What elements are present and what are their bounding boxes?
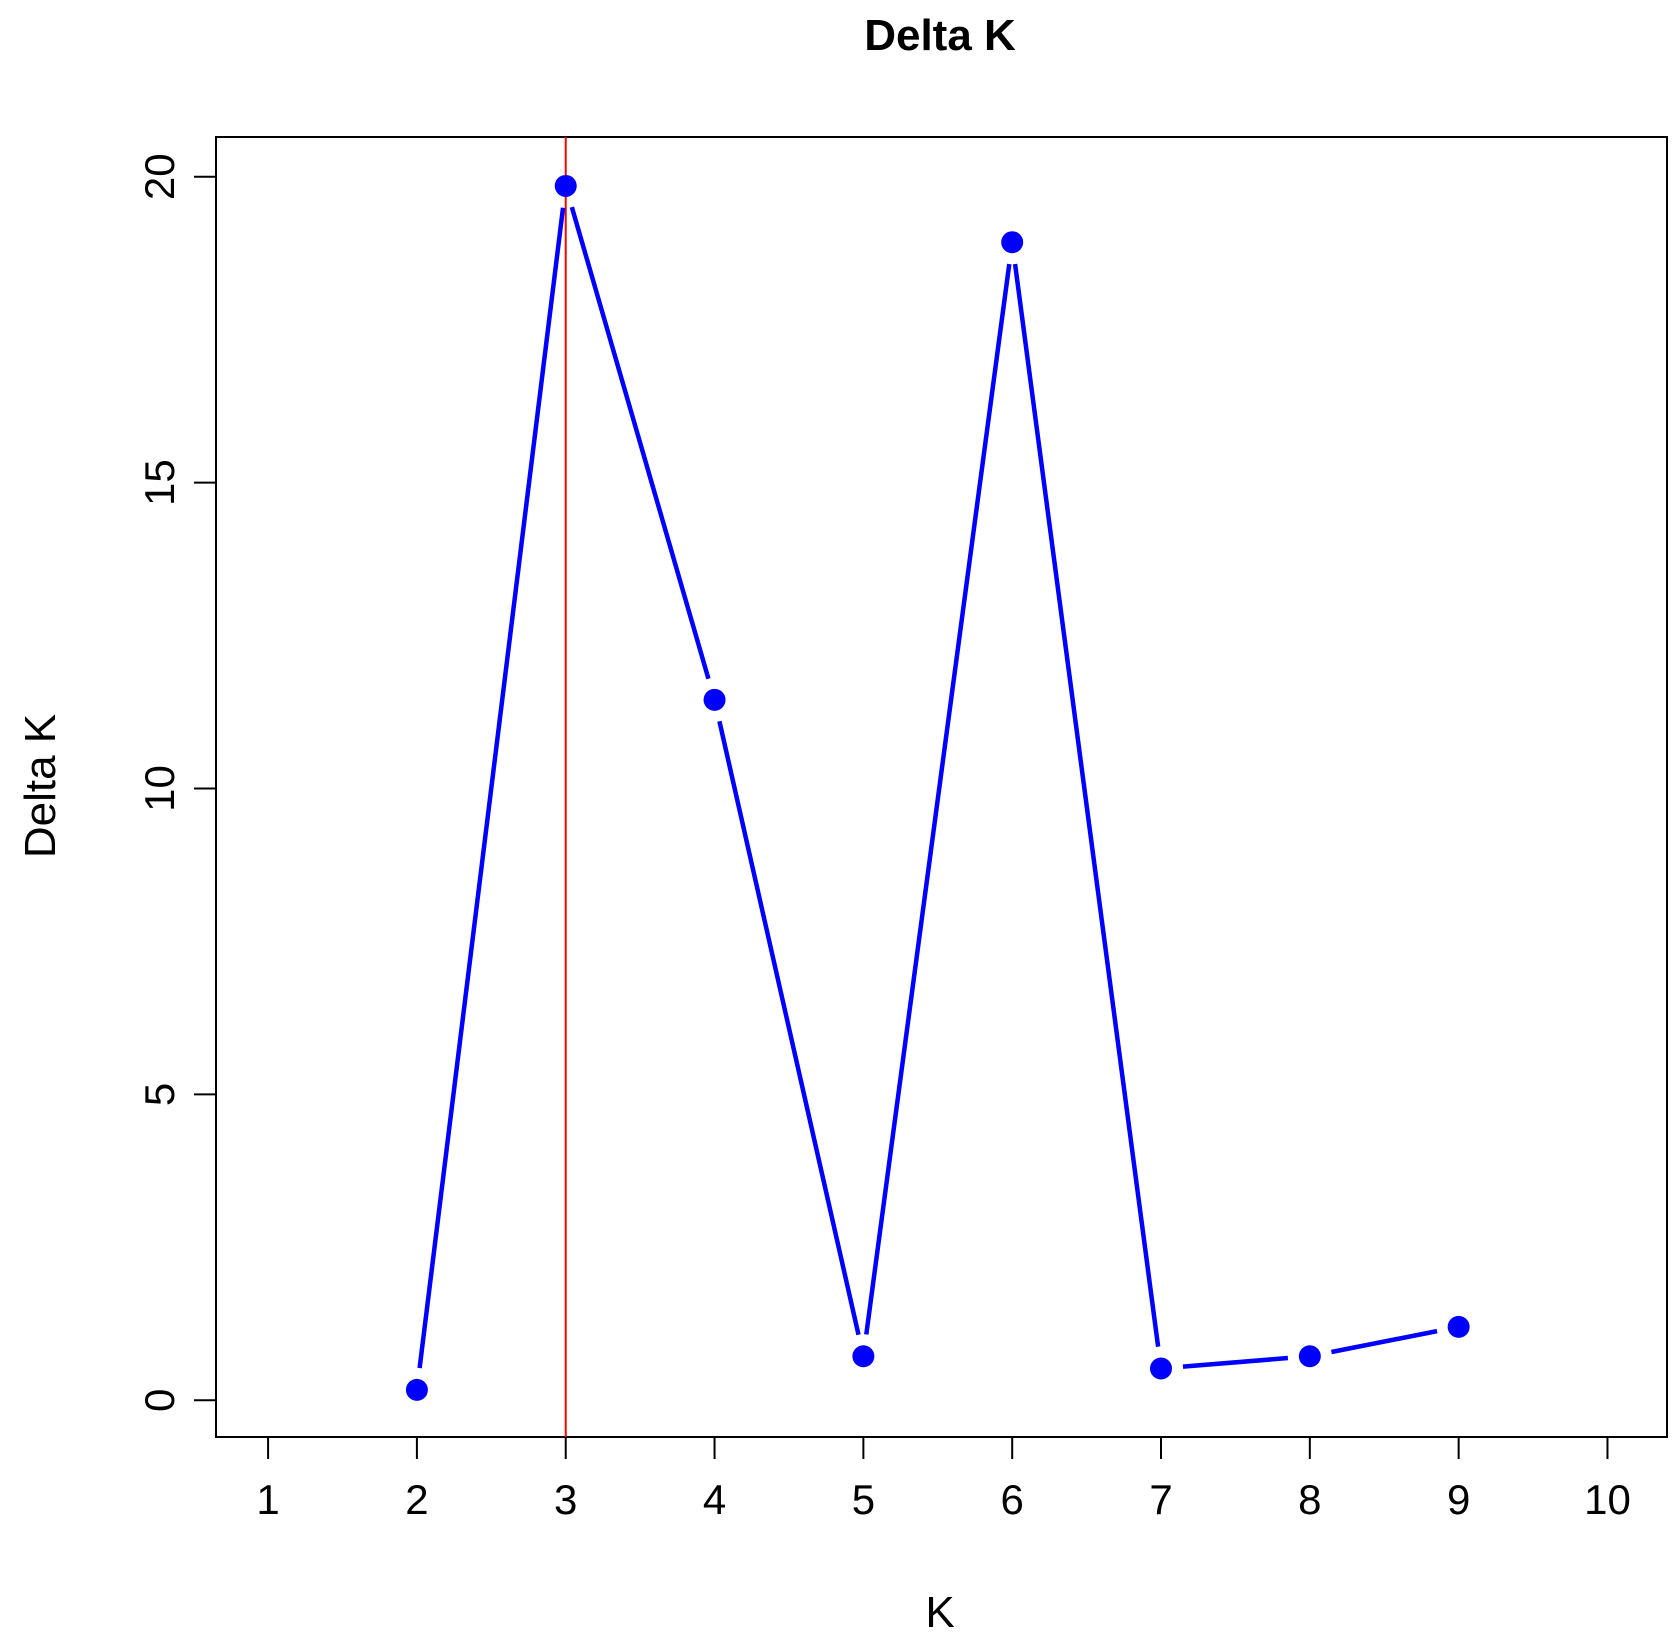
y-tick-label: 0 [136,1389,183,1412]
series-segment [864,263,1012,1335]
y-axis-label: Delta K [16,714,65,858]
data-point [703,688,726,711]
x-tick-label: 4 [703,1476,726,1523]
series-segment [1330,1328,1438,1355]
plot-frame [215,136,1668,1438]
x-axis-label: K [925,1588,954,1637]
series-segment [717,720,861,1336]
x-tick-label: 5 [852,1476,875,1523]
data-point [1150,1357,1173,1380]
y-tick-label: 5 [136,1083,183,1106]
plot-area: 1 2 3 4 5 6 7 8 9 10 0 5 10 15 20 [136,136,1668,1523]
series-segment [417,207,566,1369]
series-segment [569,206,711,680]
data-point [1298,1345,1321,1368]
data-point [1001,231,1024,254]
y-tick-label: 10 [136,765,183,812]
x-tick-label: 7 [1149,1476,1172,1523]
x-tick-label: 8 [1298,1476,1321,1523]
data-point [1447,1315,1470,1338]
x-tick-label: 6 [1001,1476,1024,1523]
data-point [852,1345,875,1368]
series-segment [1012,263,1161,1347]
x-tick-label: 10 [1584,1476,1631,1523]
data-point [405,1378,428,1401]
x-tick-label: 3 [554,1476,577,1523]
x-tick-label: 9 [1447,1476,1470,1523]
data-point [554,174,577,197]
chart-title: Delta K [864,11,1016,60]
y-tick-label: 20 [136,153,183,200]
x-tick-label: 2 [405,1476,428,1523]
series-segment [1182,1355,1289,1369]
x-tick-label: 1 [256,1476,279,1523]
y-tick-label: 15 [136,459,183,506]
